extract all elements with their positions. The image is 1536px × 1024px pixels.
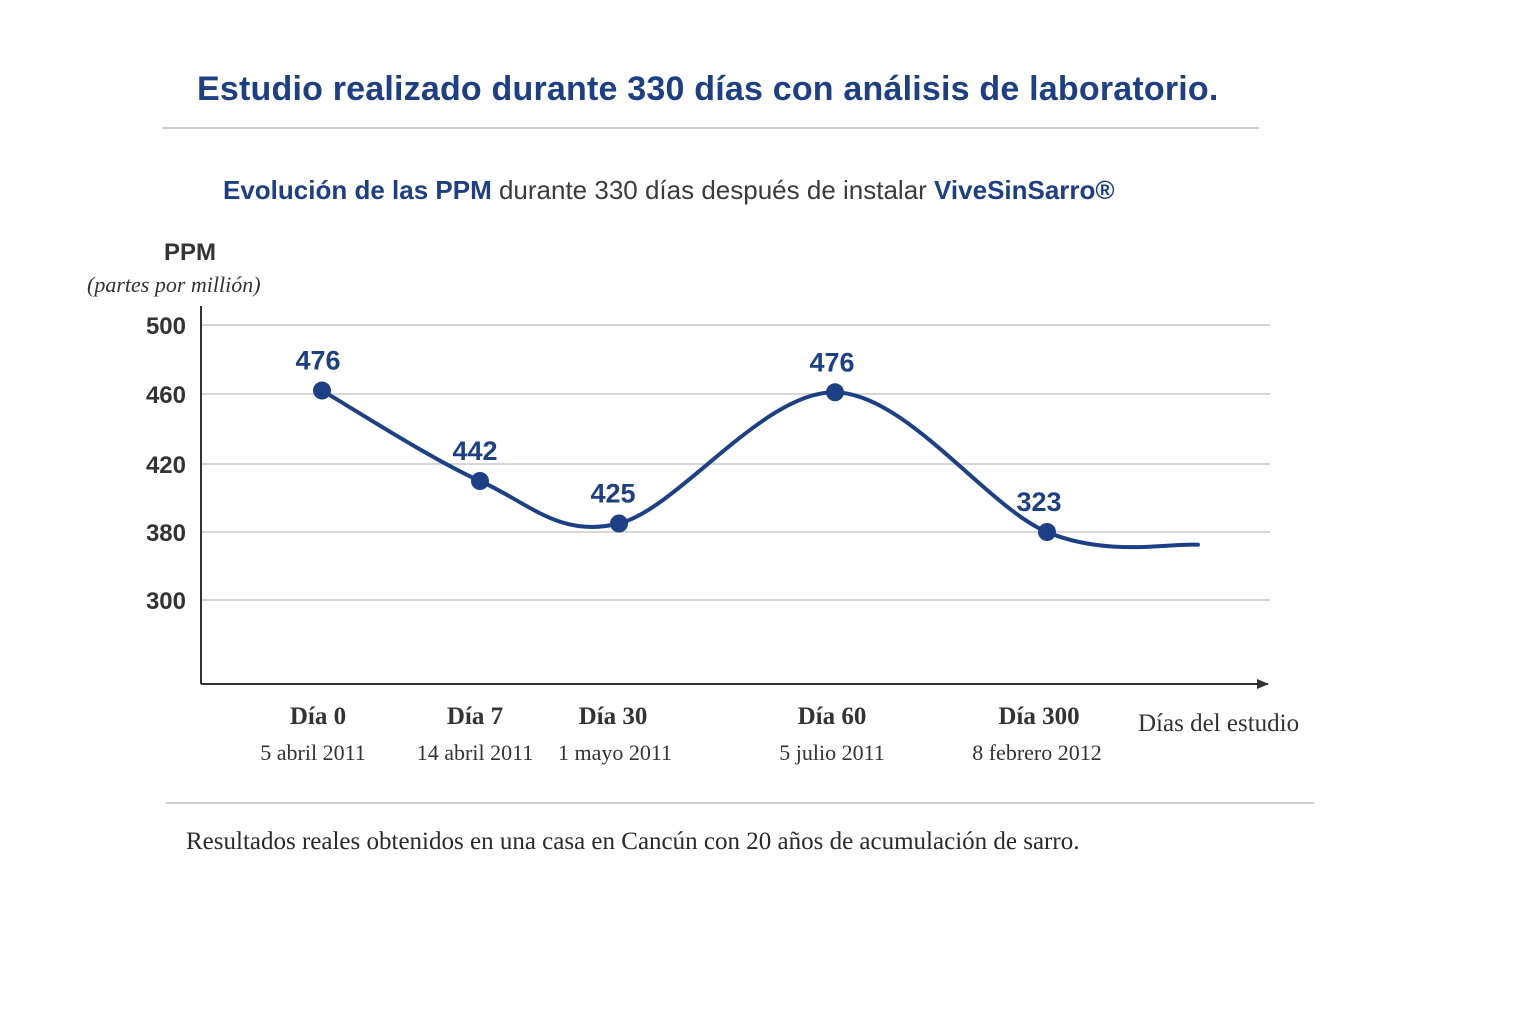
x-tick-date: 1 mayo 2011: [558, 740, 672, 765]
data-label: 476: [295, 346, 340, 376]
x-tick-date: 14 abril 2011: [417, 740, 534, 765]
grid-lines: [201, 324, 1270, 601]
y-tick-label: 420: [146, 452, 186, 479]
data-label: 476: [809, 347, 854, 377]
bottom-divider: [166, 802, 1314, 804]
x-tick-label: Día 7: [447, 703, 503, 730]
series-line: [320, 388, 1200, 550]
top-divider: [162, 127, 1259, 129]
chart-title: Evolución de las PPM durante 330 días de…: [223, 175, 1115, 206]
chart-title-highlight-2: ViveSinSarro®: [934, 175, 1115, 205]
x-tick-label: Día 0: [290, 703, 346, 730]
series-ppm: 476 442 425 476 323: [295, 346, 1200, 550]
x-tick-label: Día 30: [579, 703, 648, 730]
x-tick-label: Día 300: [998, 703, 1079, 730]
y-tick-label: 500: [146, 313, 186, 340]
y-tick-labels: 500 460 420 380 300: [146, 313, 186, 615]
data-point: [1038, 523, 1056, 541]
data-point: [313, 381, 331, 400]
x-axis-label: Días del estudio: [1138, 710, 1299, 737]
y-tick-label: 460: [146, 382, 186, 409]
x-tick-date: 8 febrero 2012: [972, 740, 1102, 765]
y-tick-label: 380: [146, 520, 186, 547]
x-tick-date: 5 julio 2011: [779, 740, 885, 765]
chart-title-middle: durante 330 días después de instalar: [491, 175, 935, 205]
data-label: 442: [452, 436, 497, 466]
y-tick-label: 300: [146, 588, 186, 615]
page-title: Estudio realizado durante 330 días con a…: [197, 70, 1219, 108]
y-axis-label: PPM: [164, 239, 216, 266]
chart-title-highlight-1: Evolución de las PPM: [223, 175, 492, 205]
data-point: [826, 383, 844, 402]
x-tick-label: Día 60: [798, 703, 867, 730]
footer-note: Resultados reales obtenidos en una casa …: [186, 828, 1080, 855]
y-axis-sublabel: (partes por millión): [87, 272, 261, 297]
data-point: [471, 472, 489, 490]
data-label: 323: [1016, 487, 1061, 517]
data-point: [610, 514, 628, 533]
x-tick-labels: Día 0 5 abril 2011 Día 7 14 abril 2011 Día 3…: [260, 703, 1102, 765]
x-tick-date: 5 abril 2011: [260, 740, 366, 765]
data-label: 425: [590, 479, 635, 509]
